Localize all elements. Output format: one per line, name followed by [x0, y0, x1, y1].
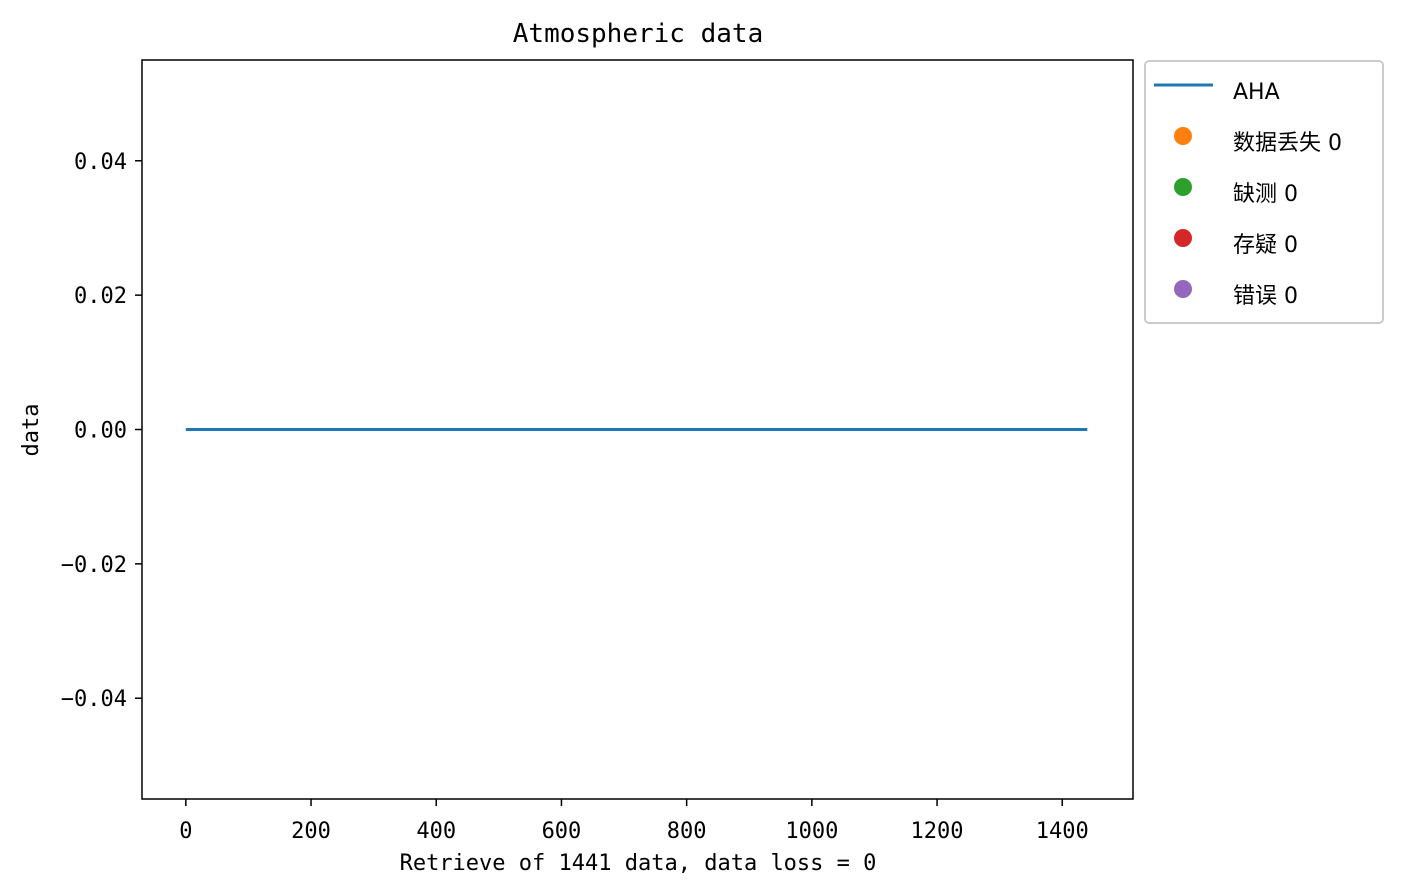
y-tick-label: 0.00	[74, 419, 127, 444]
x-tick-label: 1400	[1036, 819, 1089, 844]
chart-title: Atmospheric data	[513, 19, 763, 49]
legend-marker-swatch	[1174, 178, 1192, 196]
y-tick-label: 0.04	[74, 150, 127, 175]
plot-area-frame	[141, 59, 1134, 800]
y-tick-label: −0.04	[61, 687, 127, 712]
legend-marker-swatch	[1174, 229, 1192, 247]
legend-marker-swatch	[1174, 127, 1192, 145]
x-tick-label: 0	[179, 819, 192, 844]
x-tick-label: 600	[542, 819, 582, 844]
x-tick-label: 400	[416, 819, 456, 844]
legend: AHA 数据丢失 0 缺测 0 存疑 0 错误 0	[1144, 60, 1384, 324]
x-tick-label: 1000	[785, 819, 838, 844]
legend-entry-label: 数据丢失 0	[1233, 131, 1342, 156]
x-axis-label: Retrieve of 1441 data, data loss = 0	[400, 851, 877, 876]
legend-marker-swatch	[1174, 280, 1192, 298]
legend-entry-label: 存疑 0	[1233, 233, 1298, 258]
y-tick-label: 0.02	[74, 284, 127, 309]
legend-entry-label: 错误 0	[1233, 284, 1298, 309]
x-tick-label: 200	[291, 819, 331, 844]
y-tick-label: −0.02	[61, 553, 127, 578]
legend-frame	[1144, 60, 1384, 324]
y-axis-label: data	[19, 404, 44, 457]
x-tick-label: 1200	[911, 819, 964, 844]
legend-entry-label: 缺测 0	[1233, 182, 1298, 207]
x-tick-label: 800	[667, 819, 707, 844]
legend-entry-label: AHA	[1233, 80, 1280, 105]
